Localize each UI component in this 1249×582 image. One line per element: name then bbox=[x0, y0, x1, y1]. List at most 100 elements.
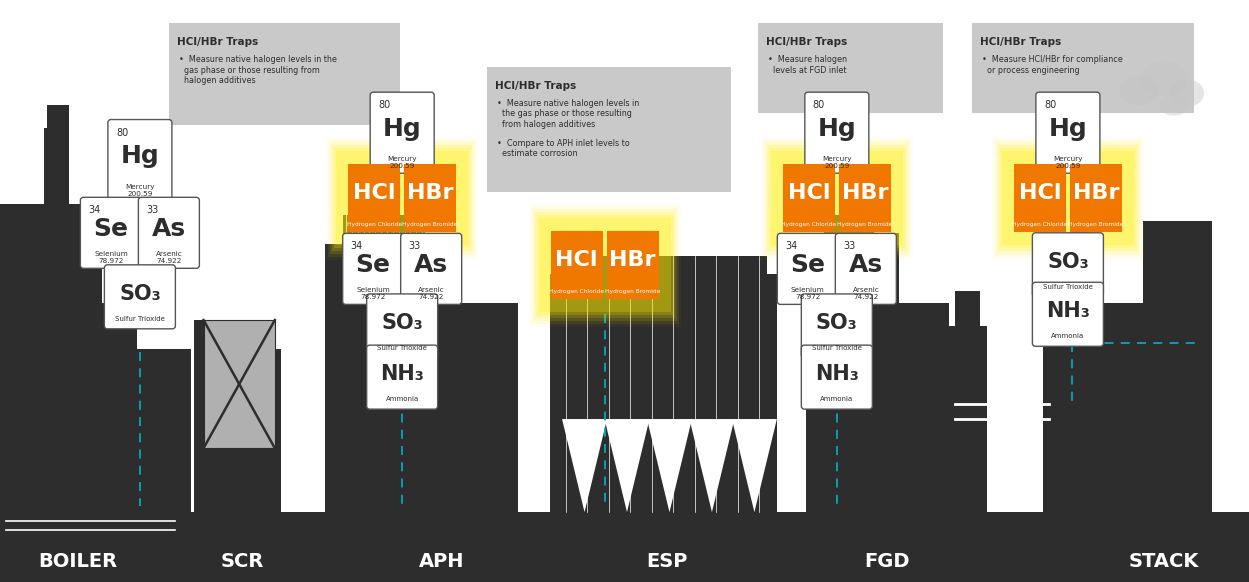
Text: Hydrogen Chloride: Hydrogen Chloride bbox=[782, 222, 837, 227]
Polygon shape bbox=[605, 419, 649, 512]
Text: SO₃: SO₃ bbox=[381, 313, 423, 333]
Bar bbox=[783, 164, 834, 232]
FancyBboxPatch shape bbox=[1033, 282, 1103, 346]
Text: ESP: ESP bbox=[646, 552, 688, 571]
Text: Arsenic: Arsenic bbox=[418, 288, 445, 293]
Text: 34: 34 bbox=[89, 205, 101, 215]
Bar bbox=[348, 164, 400, 232]
FancyBboxPatch shape bbox=[804, 92, 869, 173]
Ellipse shape bbox=[1119, 75, 1159, 105]
Text: 34: 34 bbox=[351, 242, 363, 251]
Text: Hg: Hg bbox=[817, 117, 857, 141]
Text: SO₃: SO₃ bbox=[816, 313, 858, 333]
Text: HBr: HBr bbox=[1073, 183, 1119, 203]
FancyBboxPatch shape bbox=[535, 212, 674, 318]
FancyBboxPatch shape bbox=[763, 139, 911, 257]
Polygon shape bbox=[647, 419, 692, 512]
FancyBboxPatch shape bbox=[105, 265, 175, 329]
FancyBboxPatch shape bbox=[1033, 233, 1103, 297]
Text: HCl: HCl bbox=[788, 183, 831, 203]
Text: 33: 33 bbox=[146, 205, 159, 215]
Bar bbox=[343, 215, 425, 244]
Text: Se: Se bbox=[356, 253, 391, 277]
Polygon shape bbox=[806, 215, 949, 512]
Text: Hydrogen Bromide: Hydrogen Bromide bbox=[402, 222, 458, 227]
Text: •  Measure HCl/HBr for compliance
  or process engineering: • Measure HCl/HBr for compliance or proc… bbox=[982, 55, 1123, 74]
Text: 200.59: 200.59 bbox=[1055, 163, 1080, 169]
Text: Mercury: Mercury bbox=[1053, 156, 1083, 162]
FancyBboxPatch shape bbox=[336, 151, 468, 245]
FancyBboxPatch shape bbox=[1000, 148, 1135, 248]
Bar bbox=[1070, 164, 1122, 232]
Text: Selenium: Selenium bbox=[356, 288, 390, 293]
Text: 33: 33 bbox=[843, 242, 856, 251]
Text: Hydrogen Bromide: Hydrogen Bromide bbox=[1068, 222, 1124, 227]
Text: Selenium: Selenium bbox=[791, 288, 824, 293]
Text: Hydrogen Chloride: Hydrogen Chloride bbox=[550, 289, 605, 294]
Text: SCR: SCR bbox=[221, 552, 264, 571]
Text: Mercury: Mercury bbox=[822, 156, 852, 162]
Text: 78.972: 78.972 bbox=[796, 294, 821, 300]
FancyBboxPatch shape bbox=[531, 206, 678, 324]
Text: HCl/HBr Traps: HCl/HBr Traps bbox=[495, 81, 576, 91]
FancyBboxPatch shape bbox=[771, 151, 903, 245]
Text: Ammonia: Ammonia bbox=[821, 396, 853, 402]
Bar bbox=[0, 512, 1249, 582]
Text: 78.972: 78.972 bbox=[361, 294, 386, 300]
Text: 80: 80 bbox=[1044, 100, 1057, 110]
Text: •  Compare to APH inlet levels to
  estimate corrosion: • Compare to APH inlet levels to estimat… bbox=[497, 139, 629, 158]
Text: As: As bbox=[415, 253, 448, 277]
Text: Hydrogen Bromide: Hydrogen Bromide bbox=[605, 289, 661, 294]
Ellipse shape bbox=[1169, 79, 1204, 107]
Bar bbox=[551, 231, 602, 299]
Polygon shape bbox=[689, 419, 734, 512]
FancyBboxPatch shape bbox=[332, 145, 472, 251]
Text: APH: APH bbox=[420, 552, 465, 571]
FancyBboxPatch shape bbox=[370, 92, 435, 173]
Ellipse shape bbox=[1140, 61, 1188, 96]
Bar bbox=[1070, 99, 1090, 512]
Text: HBr: HBr bbox=[407, 183, 453, 203]
Text: Arsenic: Arsenic bbox=[156, 251, 182, 257]
Text: 74.922: 74.922 bbox=[418, 294, 443, 300]
Text: Mercury: Mercury bbox=[387, 156, 417, 162]
FancyBboxPatch shape bbox=[767, 145, 907, 251]
Bar bbox=[949, 326, 987, 512]
Text: Mercury: Mercury bbox=[125, 183, 155, 190]
Polygon shape bbox=[550, 256, 777, 512]
Text: Hydrogen Bromide: Hydrogen Bromide bbox=[837, 222, 893, 227]
Bar bbox=[204, 320, 275, 448]
Text: Sulfur Trioxide: Sulfur Trioxide bbox=[812, 345, 862, 351]
Text: HCl: HCl bbox=[556, 250, 598, 270]
Text: 200.59: 200.59 bbox=[127, 190, 152, 197]
Text: HBr: HBr bbox=[842, 183, 888, 203]
Text: HCl/HBr Traps: HCl/HBr Traps bbox=[766, 37, 847, 47]
FancyBboxPatch shape bbox=[80, 197, 141, 268]
Text: HBr: HBr bbox=[610, 250, 656, 270]
FancyBboxPatch shape bbox=[330, 142, 475, 254]
Text: NH₃: NH₃ bbox=[380, 364, 425, 384]
Bar bbox=[169, 23, 400, 125]
Polygon shape bbox=[181, 320, 206, 512]
Text: STACK: STACK bbox=[1129, 552, 1199, 571]
FancyBboxPatch shape bbox=[1002, 151, 1134, 245]
Polygon shape bbox=[194, 349, 281, 512]
Text: 200.59: 200.59 bbox=[390, 163, 415, 169]
FancyBboxPatch shape bbox=[998, 145, 1138, 251]
Text: Se: Se bbox=[791, 253, 826, 277]
Text: ©: © bbox=[1235, 569, 1244, 578]
Text: 74.922: 74.922 bbox=[853, 294, 878, 300]
Text: Sulfur Trioxide: Sulfur Trioxide bbox=[115, 316, 165, 322]
FancyBboxPatch shape bbox=[367, 345, 437, 409]
Text: 80: 80 bbox=[378, 100, 391, 110]
Text: Hg: Hg bbox=[120, 144, 160, 168]
FancyBboxPatch shape bbox=[328, 139, 476, 257]
Bar bbox=[204, 320, 275, 448]
Text: FGD: FGD bbox=[864, 552, 909, 571]
FancyBboxPatch shape bbox=[769, 148, 904, 248]
Text: 80: 80 bbox=[116, 127, 129, 137]
Text: As: As bbox=[152, 217, 186, 241]
Bar bbox=[758, 23, 943, 113]
Text: HCl: HCl bbox=[353, 183, 396, 203]
Text: Ammonia: Ammonia bbox=[386, 396, 418, 402]
